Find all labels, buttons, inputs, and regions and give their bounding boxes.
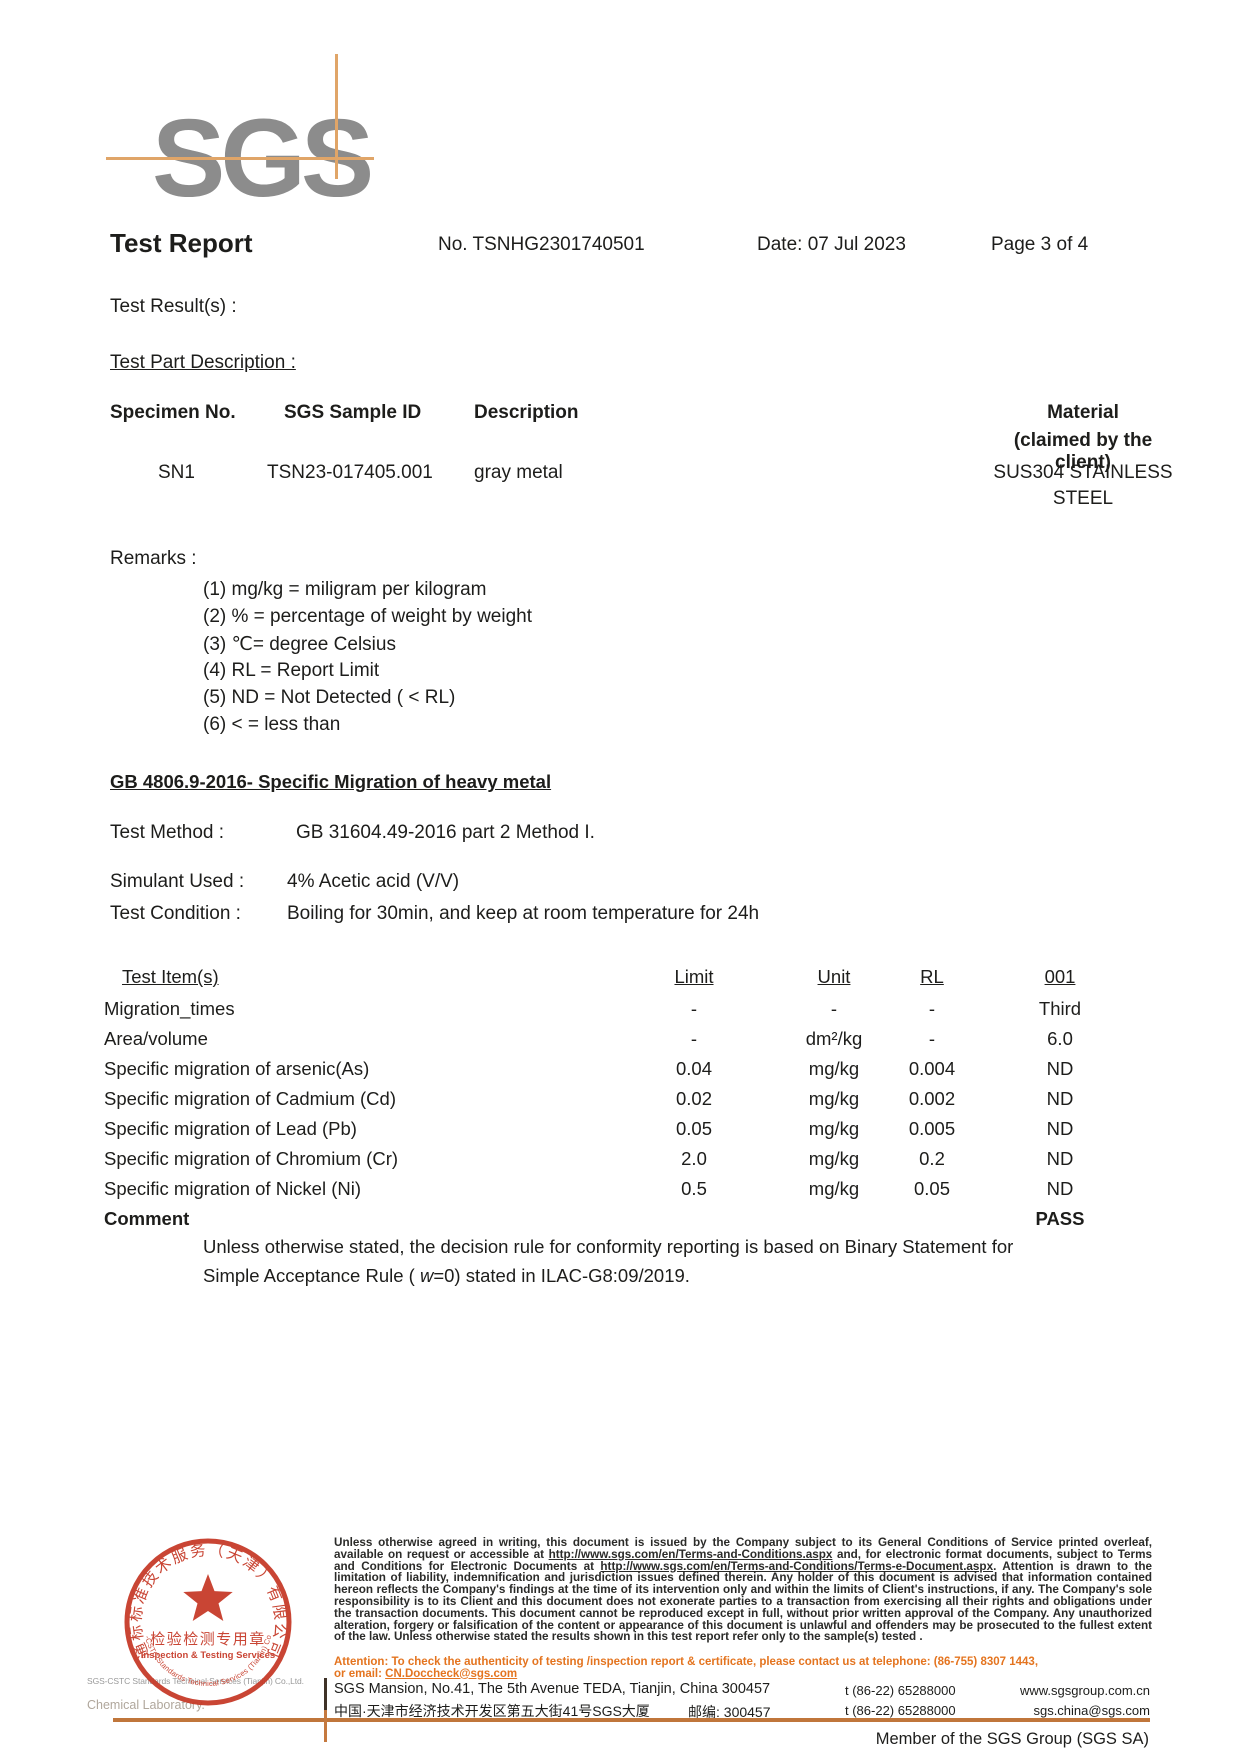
italic-w: w	[419, 1265, 434, 1286]
material-value-line1: SUS304 STAINLESS	[993, 462, 1173, 483]
website-url: www.sgsgroup.com.cn	[1019, 1683, 1150, 1698]
header-limit: Limit	[674, 966, 714, 987]
footer-rule-vertical	[324, 1710, 327, 1742]
report-date: Date: 07 Jul 2023	[757, 234, 906, 255]
comment-pass-value: PASS	[1035, 1208, 1085, 1229]
table-row: Specific migration of Nickel (Ni) 0.5 mg…	[104, 1178, 1074, 1199]
results-table-header: Test Item(s) Limit Unit RL 001	[0, 966, 1240, 994]
remark-item: (4) RL = Report Limit	[203, 660, 380, 681]
specimen-no-value: SN1	[158, 462, 195, 483]
section-title-migration: GB 4806.9-2016- Specific Migration of he…	[110, 771, 552, 792]
address-chinese: 中国·天津市经济技术开发区第五大街41号SGS大厦	[334, 1703, 650, 1719]
address-divider-line	[324, 1678, 327, 1716]
stamp-star-icon	[183, 1574, 233, 1621]
col-header-material-claimed: (claimed by the client)	[1013, 430, 1153, 473]
table-row: Specific migration of arsenic(As) 0.04 m…	[104, 1058, 1074, 1079]
test-part-description-label: Test Part Description :	[110, 352, 296, 373]
remarks-label: Remarks :	[110, 548, 197, 569]
comment-row: Comment PASS	[0, 1208, 1240, 1236]
report-number: No. TSNHG2301740501	[438, 234, 645, 255]
material-value-line2: STEEL	[1052, 488, 1114, 509]
address-english: SGS Mansion, No.41, The 5th Avenue TEDA,…	[334, 1681, 771, 1697]
terms-e-document-url: http://www.sgs.com/en/Terms-and-Conditio…	[600, 1559, 994, 1573]
header-001: 001	[1044, 966, 1076, 987]
remark-item: (6) < = less than	[203, 714, 341, 735]
inspection-stamp: 通标标准技术服务（天津）有限公司 检验检测专用章 Inspection & Te…	[112, 1532, 292, 1706]
table-row: Specific migration of Cadmium (Cd) 0.02 …	[104, 1088, 1074, 1109]
test-condition-label: Test Condition :	[110, 903, 241, 924]
description-value: gray metal	[474, 462, 563, 483]
page-indicator: Page 3 of 4	[991, 234, 1089, 255]
simulant-used-value: 4% Acetic acid (V/V)	[287, 871, 460, 892]
test-method-label: Test Method :	[110, 822, 225, 843]
table-row: Specific migration of Chromium (Cr) 2.0 …	[104, 1148, 1074, 1169]
header-unit: Unit	[817, 966, 851, 987]
logo-crosshair-horizontal	[106, 157, 374, 160]
stamp-ring	[124, 1538, 292, 1706]
test-results-label: Test Result(s) :	[110, 296, 237, 317]
lab-department-name: Chemical Laboratory.	[87, 1698, 205, 1712]
footer-rule-horizontal	[113, 1718, 1150, 1722]
telephone-1: t (86-22) 65288000	[845, 1683, 956, 1698]
comment-label: Comment	[104, 1208, 190, 1229]
legal-disclaimer: Unless otherwise agreed in writing, this…	[334, 1536, 1152, 1644]
col-header-material: Material	[1047, 402, 1119, 423]
decision-rule-line2: Simple Acceptance Rule ( w=0) stated in …	[203, 1265, 690, 1286]
sgs-sample-id-value: TSN23-017405.001	[267, 462, 433, 483]
remark-item: (2) % = percentage of weight by weight	[203, 606, 532, 627]
col-header-description: Description	[474, 402, 579, 423]
table-row: Area/volume - dm²/kg - 6.0	[104, 1028, 1073, 1049]
decision-rule-line1: Unless otherwise stated, the decision ru…	[203, 1236, 1014, 1257]
col-header-sgs-sample-id: SGS Sample ID	[284, 402, 422, 423]
remark-item: (3) ℃= degree Celsius	[203, 634, 396, 655]
remark-item: (5) ND = Not Detected ( < RL)	[203, 687, 456, 708]
sgs-group-membership: Member of the SGS Group (SGS SA)	[875, 1730, 1149, 1748]
page-title: Test Report	[110, 228, 253, 258]
stamp-center-english: Inspection & Testing Services	[141, 1650, 275, 1661]
col-header-specimen-no: Specimen No.	[110, 402, 236, 423]
stamp-center-chinese: 检验检测专用章	[150, 1630, 266, 1648]
header-test-items: Test Item(s)	[122, 966, 219, 987]
remark-item: (1) mg/kg = miligram per kilogram	[203, 579, 487, 600]
test-condition-value: Boiling for 30min, and keep at room temp…	[287, 903, 760, 924]
telephone-2: t (86-22) 65288000	[845, 1703, 956, 1718]
test-method-value: GB 31604.49-2016 part 2 Method I.	[296, 822, 595, 843]
contact-email: sgs.china@sgs.com	[1033, 1703, 1150, 1718]
lab-company-name: SGS-CSTC Standards Technical Services (T…	[87, 1676, 304, 1686]
postal-code: 邮编: 300457	[688, 1704, 771, 1720]
table-row: Migration_times - - - Third	[104, 998, 1082, 1019]
header-rl: RL	[920, 966, 944, 987]
doccheck-email: CN.Doccheck@sgs.com	[385, 1667, 518, 1680]
logo-crosshair-vertical	[335, 54, 338, 179]
simulant-used-label: Simulant Used :	[110, 871, 245, 892]
attention-notice: Attention: To check the authenticity of …	[334, 1656, 1039, 1680]
terms-url: http://www.sgs.com/en/Terms-and-Conditio…	[548, 1547, 833, 1561]
table-row: Specific migration of Lead (Pb) 0.05 mg/…	[104, 1118, 1074, 1139]
